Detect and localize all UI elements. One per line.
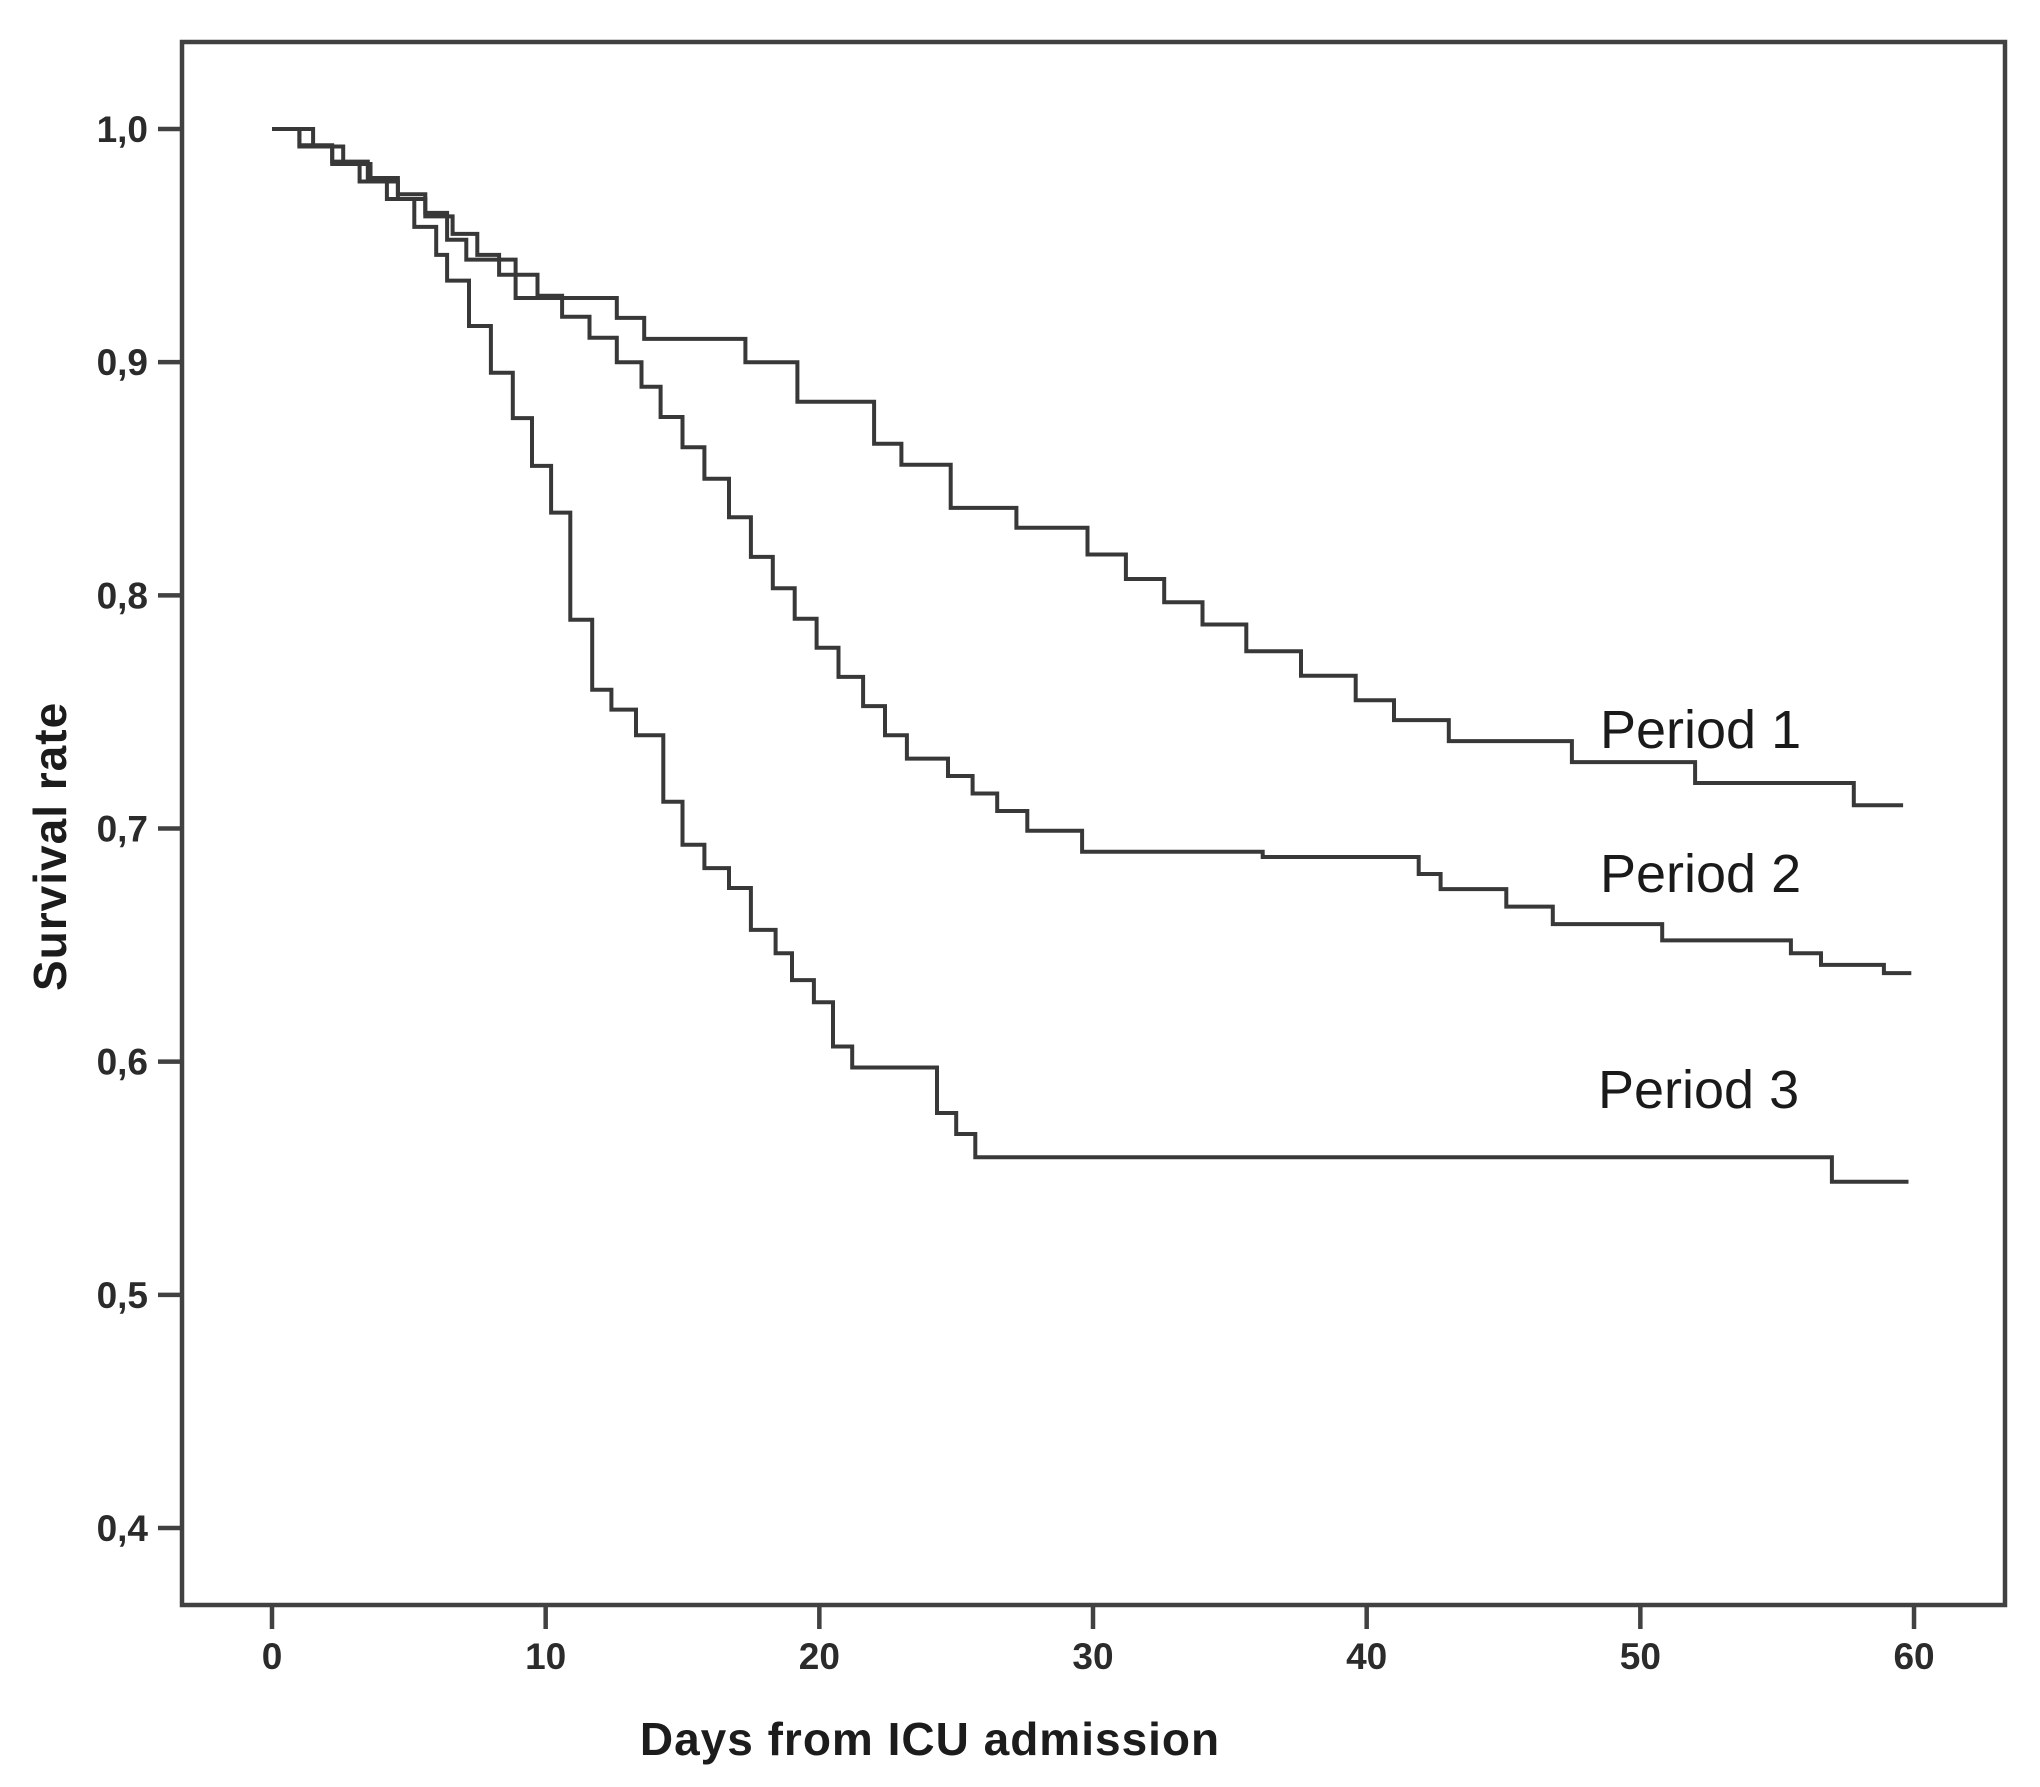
x-tick-label: 20 <box>799 1636 840 1677</box>
x-tick-label: 10 <box>525 1636 566 1677</box>
x-tick-label: 40 <box>1346 1636 1387 1677</box>
y-tick-label: 0,8 <box>97 575 148 616</box>
x-axis-title: Days from ICU admission <box>639 1713 1221 1765</box>
y-tick-label: 0,7 <box>97 809 148 850</box>
x-tick-label: 0 <box>262 1636 283 1677</box>
y-axis-ticks: 1,0 0,9 0,8 0,7 0,6 0,5 0,4 <box>97 109 182 1549</box>
x-tick-label: 30 <box>1072 1636 1113 1677</box>
survival-curve-period-3 <box>272 127 1909 1184</box>
x-tick-label: 50 <box>1620 1636 1661 1677</box>
plot-frame <box>179 39 2008 1608</box>
survival-curve-period-2 <box>272 127 1912 976</box>
y-tick-label: 0,4 <box>97 1508 149 1549</box>
series-label-period-3: Period 3 <box>1598 1060 1799 1120</box>
y-tick-label: 0,9 <box>97 342 148 383</box>
y-tick-label: 0,5 <box>97 1275 148 1316</box>
y-tick-label: 1,0 <box>97 109 148 150</box>
x-axis-ticks: 0 10 20 30 40 50 60 <box>262 1605 1935 1677</box>
series-label-period-1: Period 1 <box>1600 700 1801 760</box>
series-label-period-2: Period 2 <box>1600 844 1801 904</box>
y-axis-title: Survival rate <box>24 701 76 991</box>
y-tick-label: 0,6 <box>97 1042 148 1083</box>
x-tick-label: 60 <box>1893 1636 1934 1677</box>
survival-curves: Period 1 Period 2 Period 3 <box>272 127 1912 1184</box>
